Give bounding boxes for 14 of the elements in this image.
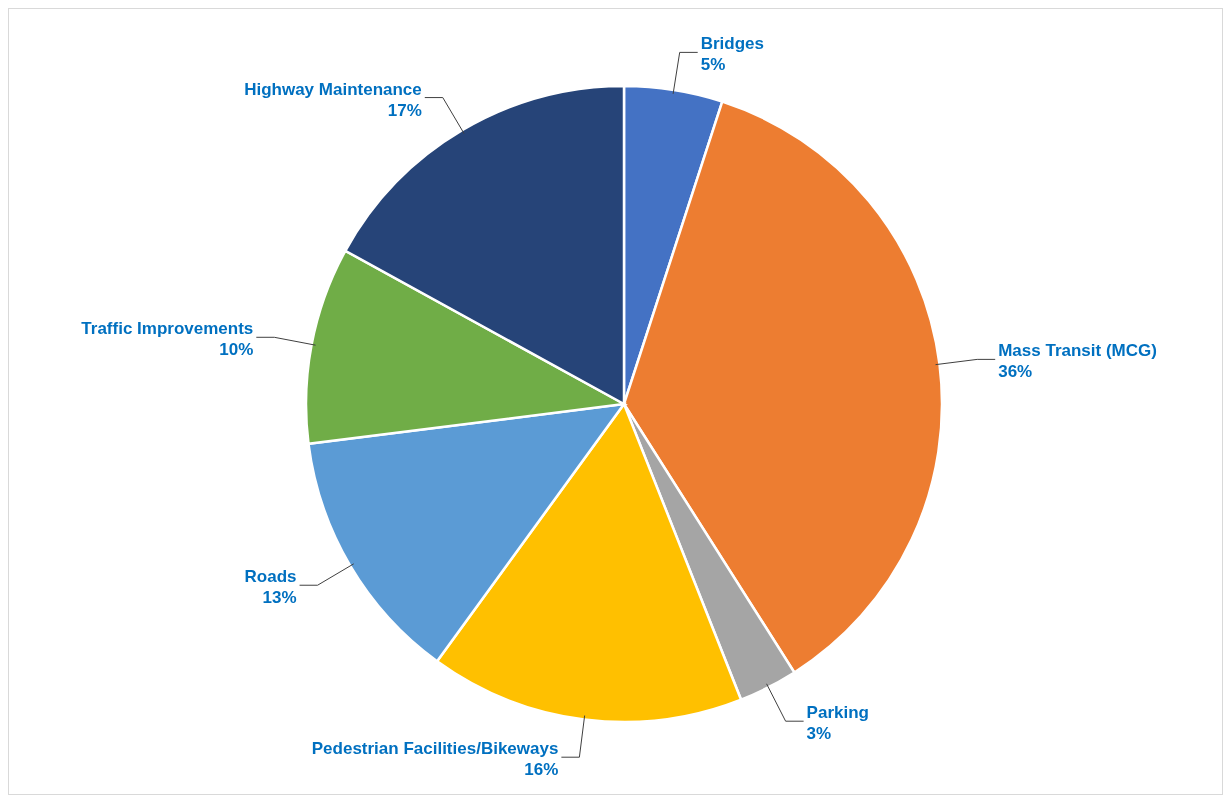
slice-label: Parking (806, 703, 869, 723)
data-label: 36% (998, 362, 1033, 382)
data-label: 17% (387, 100, 422, 120)
slice-label: Pedestrian Facilities/Bikeways (311, 739, 559, 759)
slice-label: Traffic Improvements (81, 319, 254, 339)
data-label: 13% (262, 588, 297, 608)
data-label: 10% (219, 340, 254, 360)
data-label: 5% (700, 55, 726, 75)
slice-label: Roads (244, 567, 297, 587)
slice-label: Mass Transit (MCG) (998, 341, 1157, 361)
data-label: 3% (806, 724, 832, 744)
slice-label: Bridges (700, 34, 764, 54)
data-label: 16% (524, 760, 559, 780)
slice-label: Highway Maintenance (244, 79, 422, 99)
